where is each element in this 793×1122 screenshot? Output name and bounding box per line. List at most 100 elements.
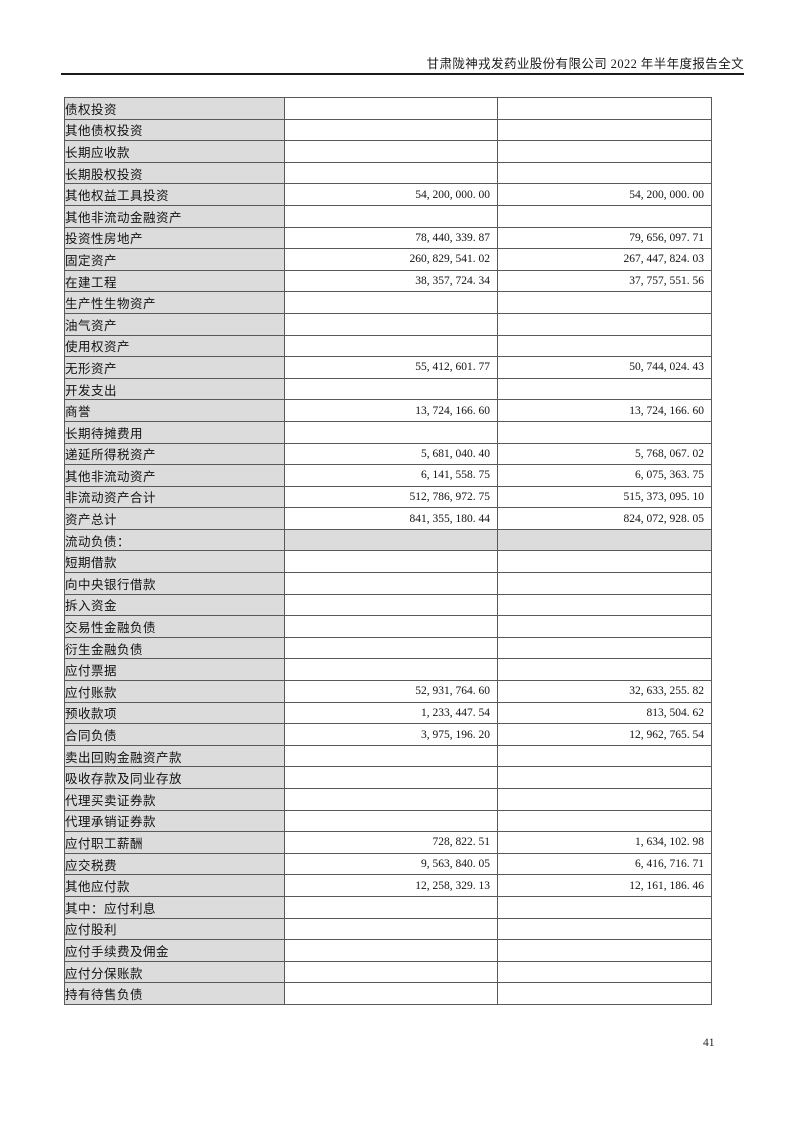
row-value-col2 — [497, 766, 712, 789]
row-value-col1: 12, 258, 329. 13 — [284, 874, 498, 897]
table-row: 非流动资产合计 512, 786, 972. 75 515, 373, 095. 1… — [64, 485, 712, 509]
row-label: 衍生金融负债 — [64, 636, 285, 660]
row-value-col2 — [497, 615, 712, 638]
table-row: 长期待摊费用 — [64, 420, 712, 444]
row-label: 非流动资产合计 — [64, 485, 285, 509]
row-value-col1 — [284, 528, 498, 552]
row-value-col2 — [497, 204, 712, 228]
table-row: 长期应收款 — [64, 140, 712, 163]
row-label: 交易性金融负债 — [64, 615, 285, 638]
row-label: 其他非流动资产 — [64, 464, 285, 487]
row-label: 无形资产 — [64, 356, 285, 379]
table-row: 其他应付款 12, 258, 329. 13 12, 161, 186. 46 — [64, 874, 712, 897]
row-label: 其他债权投资 — [64, 118, 285, 142]
row-label: 流动负债： — [64, 528, 285, 552]
row-value-col2: 50, 744, 024. 43 — [497, 356, 712, 379]
table-row: 流动负债： — [64, 528, 712, 552]
table-row: 投资性房地产 78, 440, 339. 87 79, 656, 097. 71 — [64, 226, 712, 250]
table-row: 持有待售负债 — [64, 982, 712, 1005]
table-row: 应付手续费及佣金 — [64, 939, 712, 962]
table-row: 长期股权投资 — [64, 161, 712, 185]
row-value-col1 — [284, 917, 498, 941]
row-label: 应付职工薪酬 — [64, 831, 285, 854]
table-row: 吸收存款及同业存放 — [64, 766, 712, 789]
row-value-col1 — [284, 420, 498, 444]
row-label: 其他应付款 — [64, 874, 285, 897]
row-label: 应付分保账款 — [64, 960, 285, 984]
row-value-col2 — [497, 118, 712, 142]
row-label: 在建工程 — [64, 269, 285, 293]
row-value-col1: 6, 141, 558. 75 — [284, 464, 498, 487]
row-value-col2 — [497, 917, 712, 941]
row-value-col1 — [284, 97, 498, 120]
row-label: 长期应收款 — [64, 140, 285, 163]
table-row: 代理承销证券款 — [64, 809, 712, 833]
row-value-col1: 5, 681, 040. 40 — [284, 442, 498, 466]
row-value-col2 — [497, 593, 712, 617]
row-value-col2: 5, 768, 067. 02 — [497, 442, 712, 466]
row-label: 债权投资 — [64, 97, 285, 120]
table-row: 预收款项 1, 233, 447. 54 813, 504. 62 — [64, 701, 712, 725]
row-label: 吸收存款及同业存放 — [64, 766, 285, 789]
row-value-col1: 3, 975, 196. 20 — [284, 723, 498, 746]
row-value-col2 — [497, 550, 712, 574]
row-value-col1 — [284, 204, 498, 228]
row-value-col1 — [284, 895, 498, 919]
row-value-col2: 267, 447, 824. 03 — [497, 248, 712, 271]
row-value-col2: 813, 504. 62 — [497, 701, 712, 725]
table-row: 应付分保账款 — [64, 960, 712, 984]
header-divider-line — [61, 73, 744, 75]
row-value-col1 — [284, 766, 498, 789]
row-value-col2 — [497, 788, 712, 811]
row-label: 合同负债 — [64, 723, 285, 746]
row-label: 长期待摊费用 — [64, 420, 285, 444]
row-label: 长期股权投资 — [64, 161, 285, 185]
row-value-col1 — [284, 572, 498, 595]
row-value-col2 — [497, 377, 712, 401]
table-row: 债权投资 — [64, 97, 712, 120]
row-label: 应交税费 — [64, 852, 285, 876]
balance-sheet-body: 债权投资 其他债权投资 长期应收款 长期股权投资 其他权益工具投资 54, 200, 00… — [64, 97, 712, 1005]
row-value-col1: 13, 724, 166. 60 — [284, 399, 498, 422]
row-value-col1 — [284, 140, 498, 163]
row-value-col2: 37, 757, 551. 56 — [497, 269, 712, 293]
row-label: 使用权资产 — [64, 334, 285, 358]
table-row: 在建工程 38, 357, 724. 34 37, 757, 551. 56 — [64, 269, 712, 293]
row-value-col1: 9, 563, 840. 05 — [284, 852, 498, 876]
row-value-col2: 54, 200, 000. 00 — [497, 183, 712, 206]
report-header-title: 甘肃陇神戎发药业股份有限公司 2022 年半年度报告全文 — [426, 57, 744, 71]
row-value-col2: 6, 416, 716. 71 — [497, 852, 712, 876]
table-row: 应付股利 — [64, 917, 712, 941]
row-label: 短期借款 — [64, 550, 285, 574]
row-value-col1: 1, 233, 447. 54 — [284, 701, 498, 725]
row-value-col1: 78, 440, 339. 87 — [284, 226, 498, 250]
row-value-col1 — [284, 161, 498, 185]
row-value-col2 — [497, 291, 712, 314]
table-row: 其他非流动资产 6, 141, 558. 75 6, 075, 363. 75 — [64, 464, 712, 487]
row-label: 商誉 — [64, 399, 285, 422]
row-value-col2 — [497, 572, 712, 595]
row-value-col2 — [497, 939, 712, 962]
row-value-col1 — [284, 960, 498, 984]
row-label: 应付手续费及佣金 — [64, 939, 285, 962]
table-row: 应付职工薪酬 728, 822. 51 1, 634, 102. 98 — [64, 831, 712, 854]
row-label: 卖出回购金融资产款 — [64, 744, 285, 768]
row-value-col1 — [284, 744, 498, 768]
row-value-col2 — [497, 982, 712, 1005]
table-row: 无形资产 55, 412, 601. 77 50, 744, 024. 43 — [64, 356, 712, 379]
row-value-col1 — [284, 636, 498, 660]
row-label: 代理承销证券款 — [64, 809, 285, 833]
row-value-col2: 13, 724, 166. 60 — [497, 399, 712, 422]
row-value-col1 — [284, 291, 498, 314]
row-label: 生产性生物资产 — [64, 291, 285, 314]
table-row: 向中央银行借款 — [64, 572, 712, 595]
table-row: 生产性生物资产 — [64, 291, 712, 314]
row-value-col2 — [497, 809, 712, 833]
row-label: 应付账款 — [64, 680, 285, 703]
row-value-col2 — [497, 420, 712, 444]
row-label: 向中央银行借款 — [64, 572, 285, 595]
row-label: 油气资产 — [64, 312, 285, 336]
table-row: 交易性金融负债 — [64, 615, 712, 638]
row-value-col2 — [497, 744, 712, 768]
row-value-col2 — [497, 960, 712, 984]
